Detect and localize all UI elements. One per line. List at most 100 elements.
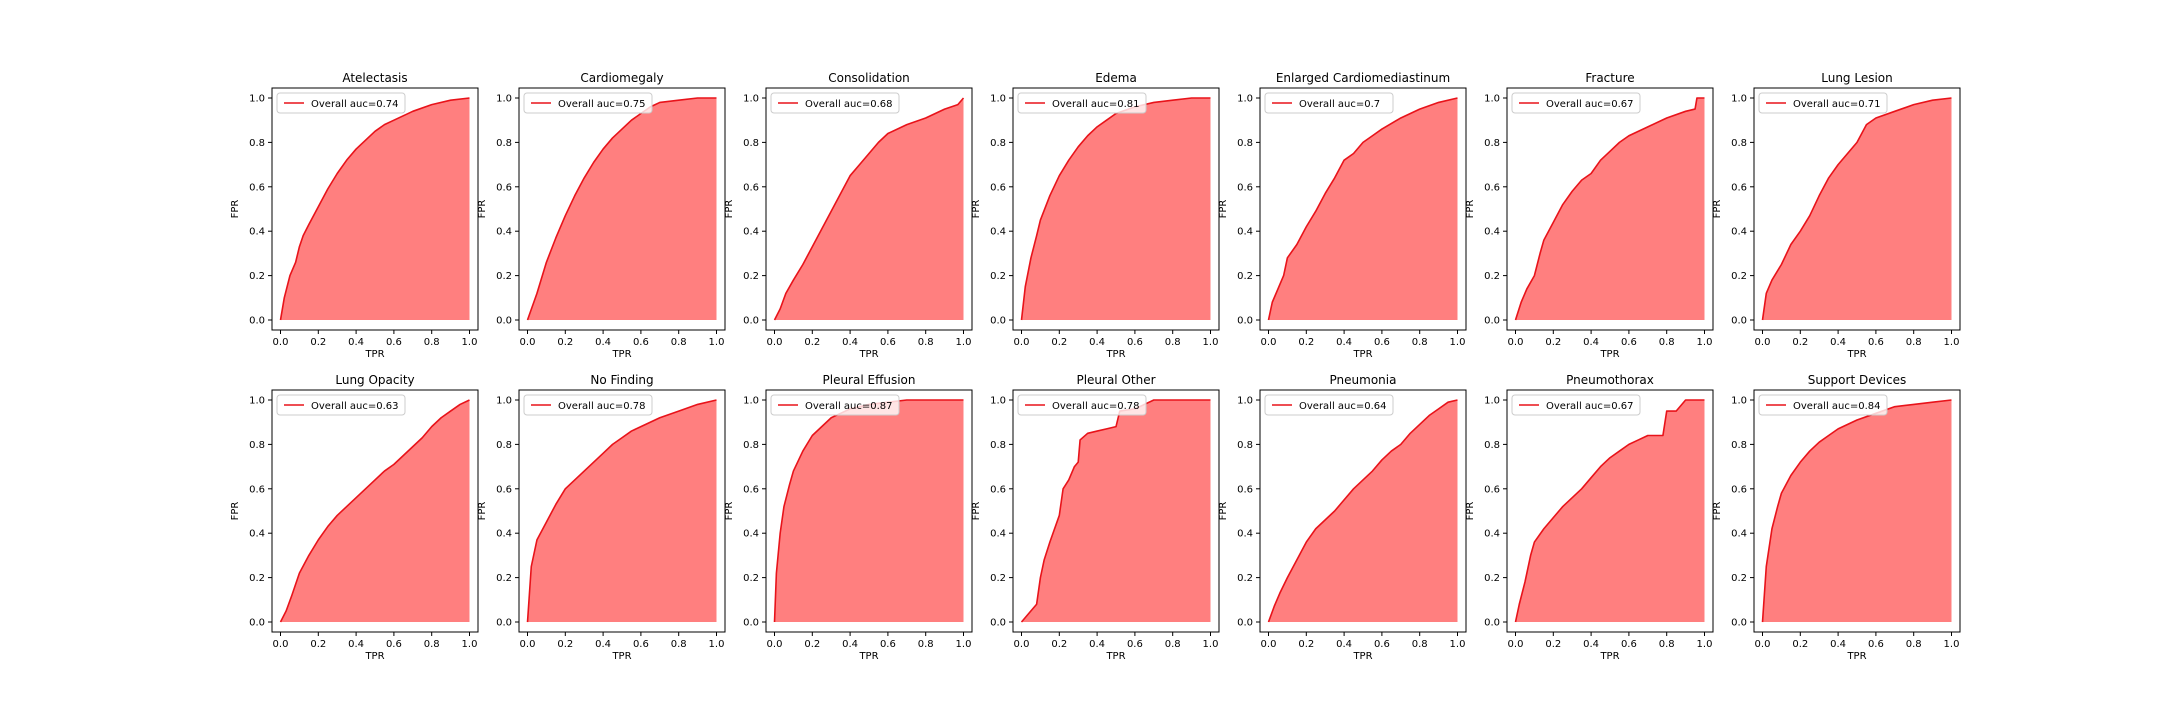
x-tick-label: 0.0: [520, 337, 536, 348]
y-tick-label: 0.2: [743, 271, 759, 282]
y-tick-label: 0.0: [1731, 618, 1747, 629]
x-tick-label: 0.0: [1508, 337, 1524, 348]
x-tick-label: 0.4: [1336, 337, 1352, 348]
x-tick-label: 1.0: [1203, 639, 1219, 650]
subplot-pleural-effusion: 0.0 0.2 0.4 0.6 0.8 1.0 0.0 0.2 0.4 0.6 0.8 1.0 Pleu…: [724, 373, 973, 662]
y-tick-label: 0.6: [990, 484, 1006, 495]
y-tick-label: 1.0: [496, 93, 512, 104]
x-tick-label: 0.0: [273, 639, 289, 650]
x-tick-label: 0.8: [424, 337, 440, 348]
legend-label: Overall auc=0.63: [311, 401, 399, 412]
legend-box: [1017, 394, 1147, 416]
subplot-pneumothorax: 0.0 0.2 0.4 0.6 0.8 1.0 0.0 0.2 0.4 0.6 0.8 1.0 Pneu…: [1465, 373, 1714, 662]
x-tick-label: 1.0: [462, 639, 478, 650]
y-axis-label: FPR: [1712, 502, 1723, 521]
x-tick-label: 0.8: [1165, 639, 1181, 650]
x-tick-label: 1.0: [1697, 639, 1713, 650]
y-tick-label: 0.2: [990, 271, 1006, 282]
x-tick-label: 0.0: [1755, 337, 1771, 348]
y-tick-label: 0.8: [743, 138, 759, 149]
y-axis-label: FPR: [1465, 200, 1476, 219]
x-axis-label: TPR: [1846, 651, 1866, 662]
subplot-support-devices: 0.0 0.2 0.4 0.6 0.8 1.0 0.0 0.2 0.4 0.6 0.8 1.0 Supp…: [1712, 373, 1961, 662]
y-tick-label: 0.8: [743, 440, 759, 451]
y-tick-label: 0.0: [1237, 316, 1253, 327]
roc-fill-area: [1515, 97, 1705, 321]
roc-fill-area: [1515, 399, 1705, 623]
roc-curve-line: [1514, 399, 1705, 623]
legend-box: [1758, 394, 1888, 416]
roc-fill-area: [527, 97, 717, 321]
x-axis-label: TPR: [1846, 349, 1866, 360]
y-tick-label: 0.8: [1484, 138, 1500, 149]
x-tick-label: 0.6: [386, 639, 402, 650]
x-tick-label: 0.2: [1051, 639, 1067, 650]
x-tick-label: 1.0: [956, 337, 972, 348]
roc-fill-area: [280, 399, 470, 623]
subplot-title: Cardiomegaly: [580, 71, 663, 85]
plot-frame: [1259, 87, 1467, 331]
legend-box: [276, 394, 406, 416]
y-tick-label: 0.4: [496, 227, 512, 238]
legend-box: [523, 92, 653, 114]
legend-label: Overall auc=0.67: [1546, 99, 1634, 110]
x-tick-label: 0.0: [1014, 337, 1030, 348]
y-tick-label: 0.0: [249, 316, 265, 327]
legend-box: [1264, 394, 1394, 416]
y-tick-label: 0.6: [1731, 182, 1747, 193]
plot-frame: [1259, 389, 1467, 633]
plot-frame: [765, 87, 973, 331]
legend: Overall auc=0.78: [523, 394, 653, 416]
y-axis-label: FPR: [1465, 502, 1476, 521]
legend-label: Overall auc=0.71: [1793, 99, 1881, 110]
y-tick-label: 0.8: [1237, 440, 1253, 451]
y-tick-label: 0.8: [1731, 440, 1747, 451]
x-tick-label: 0.8: [1165, 337, 1181, 348]
y-axis-label: FPR: [971, 502, 982, 521]
legend-label: Overall auc=0.81: [1052, 99, 1140, 110]
roc-curve-line: [1514, 97, 1705, 321]
roc-curve-line: [1267, 97, 1458, 321]
roc-fill-area: [1268, 97, 1458, 321]
roc-fill-area: [1762, 97, 1952, 321]
subplot-consolidation: 0.0 0.2 0.4 0.6 0.8 1.0 0.0 0.2 0.4 0.6 0.8 1.0 Cons…: [724, 71, 973, 360]
legend-box: [770, 92, 900, 114]
subplot-title: Pneumothorax: [1566, 373, 1654, 387]
legend-box: [1511, 92, 1641, 114]
x-tick-label: 0.8: [1906, 337, 1922, 348]
y-tick-label: 0.6: [249, 484, 265, 495]
x-tick-label: 0.6: [1868, 639, 1884, 650]
x-tick-label: 1.0: [709, 639, 725, 650]
y-tick-label: 0.0: [1484, 316, 1500, 327]
subplot-title: Pleural Other: [1076, 373, 1155, 387]
roc-curve-line: [1020, 399, 1211, 623]
legend: Overall auc=0.64: [1264, 394, 1394, 416]
plot-frame: [1506, 87, 1714, 331]
x-tick-label: 0.2: [1051, 337, 1067, 348]
y-tick-label: 0.2: [249, 573, 265, 584]
x-tick-label: 0.8: [1659, 337, 1675, 348]
x-tick-label: 0.8: [918, 639, 934, 650]
y-tick-label: 0.0: [1484, 618, 1500, 629]
roc-curve-line: [1020, 97, 1211, 321]
roc-curve-line: [773, 97, 965, 321]
y-tick-label: 0.2: [1237, 573, 1253, 584]
y-tick-label: 1.0: [1731, 395, 1747, 406]
legend: Overall auc=0.71: [1758, 92, 1888, 114]
plot-frame: [1506, 389, 1714, 633]
subplot-cardiomegaly: 0.0 0.2 0.4 0.6 0.8 1.0 0.0 0.2 0.4 0.6 0.8 1.0 Card…: [477, 71, 726, 360]
y-tick-label: 1.0: [743, 93, 759, 104]
legend: Overall auc=0.68: [770, 92, 900, 114]
subplot-title: No Finding: [590, 373, 653, 387]
x-axis-label: TPR: [1105, 651, 1125, 662]
roc-curve-line: [1761, 399, 1952, 623]
y-tick-label: 0.4: [1484, 227, 1500, 238]
subplot-atelectasis: 0.0 0.2 0.4 0.6 0.8 1.0 0.0 0.2 0.4 0.6 0.8 1.0 Atel…: [230, 71, 479, 360]
y-tick-label: 0.0: [249, 618, 265, 629]
x-tick-label: 0.8: [424, 639, 440, 650]
y-tick-label: 1.0: [1484, 93, 1500, 104]
legend: Overall auc=0.84: [1758, 394, 1888, 416]
roc-fill-area: [1762, 399, 1952, 623]
y-tick-label: 1.0: [249, 93, 265, 104]
legend-label: Overall auc=0.67: [1546, 401, 1634, 412]
